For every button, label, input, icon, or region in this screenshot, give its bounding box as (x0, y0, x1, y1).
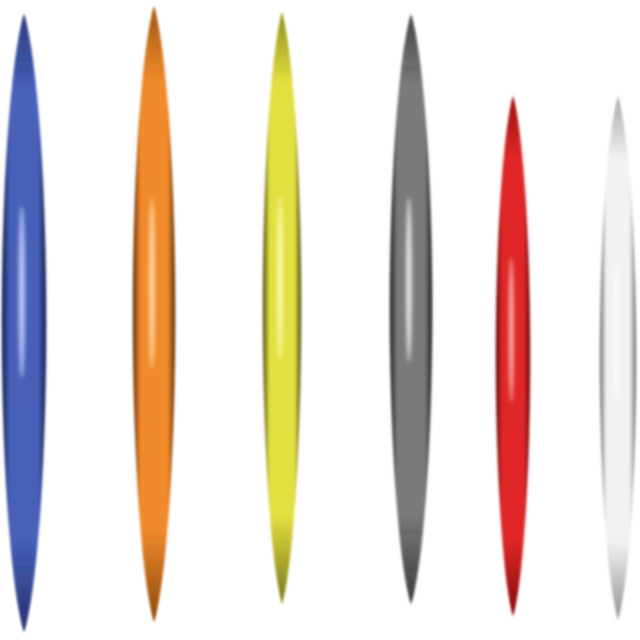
blue-lens-shape (1, 14, 47, 632)
lens-shapes-group (1, 6, 637, 632)
gray-lens-shape-highlight (405, 196, 412, 363)
orange-lens-shape-highlight (148, 196, 155, 370)
white-lens-shape (599, 96, 637, 620)
red-lens-shape (495, 96, 531, 616)
yellow-lens-shape-highlight (277, 195, 283, 362)
orange-lens-shape (132, 6, 176, 622)
red-lens-shape-highlight (508, 257, 514, 403)
white-lens-shape-highlight (613, 258, 619, 406)
blue-lens-shape-highlight (18, 205, 25, 379)
yellow-lens-shape (262, 12, 302, 604)
gray-lens-shape (389, 14, 433, 604)
